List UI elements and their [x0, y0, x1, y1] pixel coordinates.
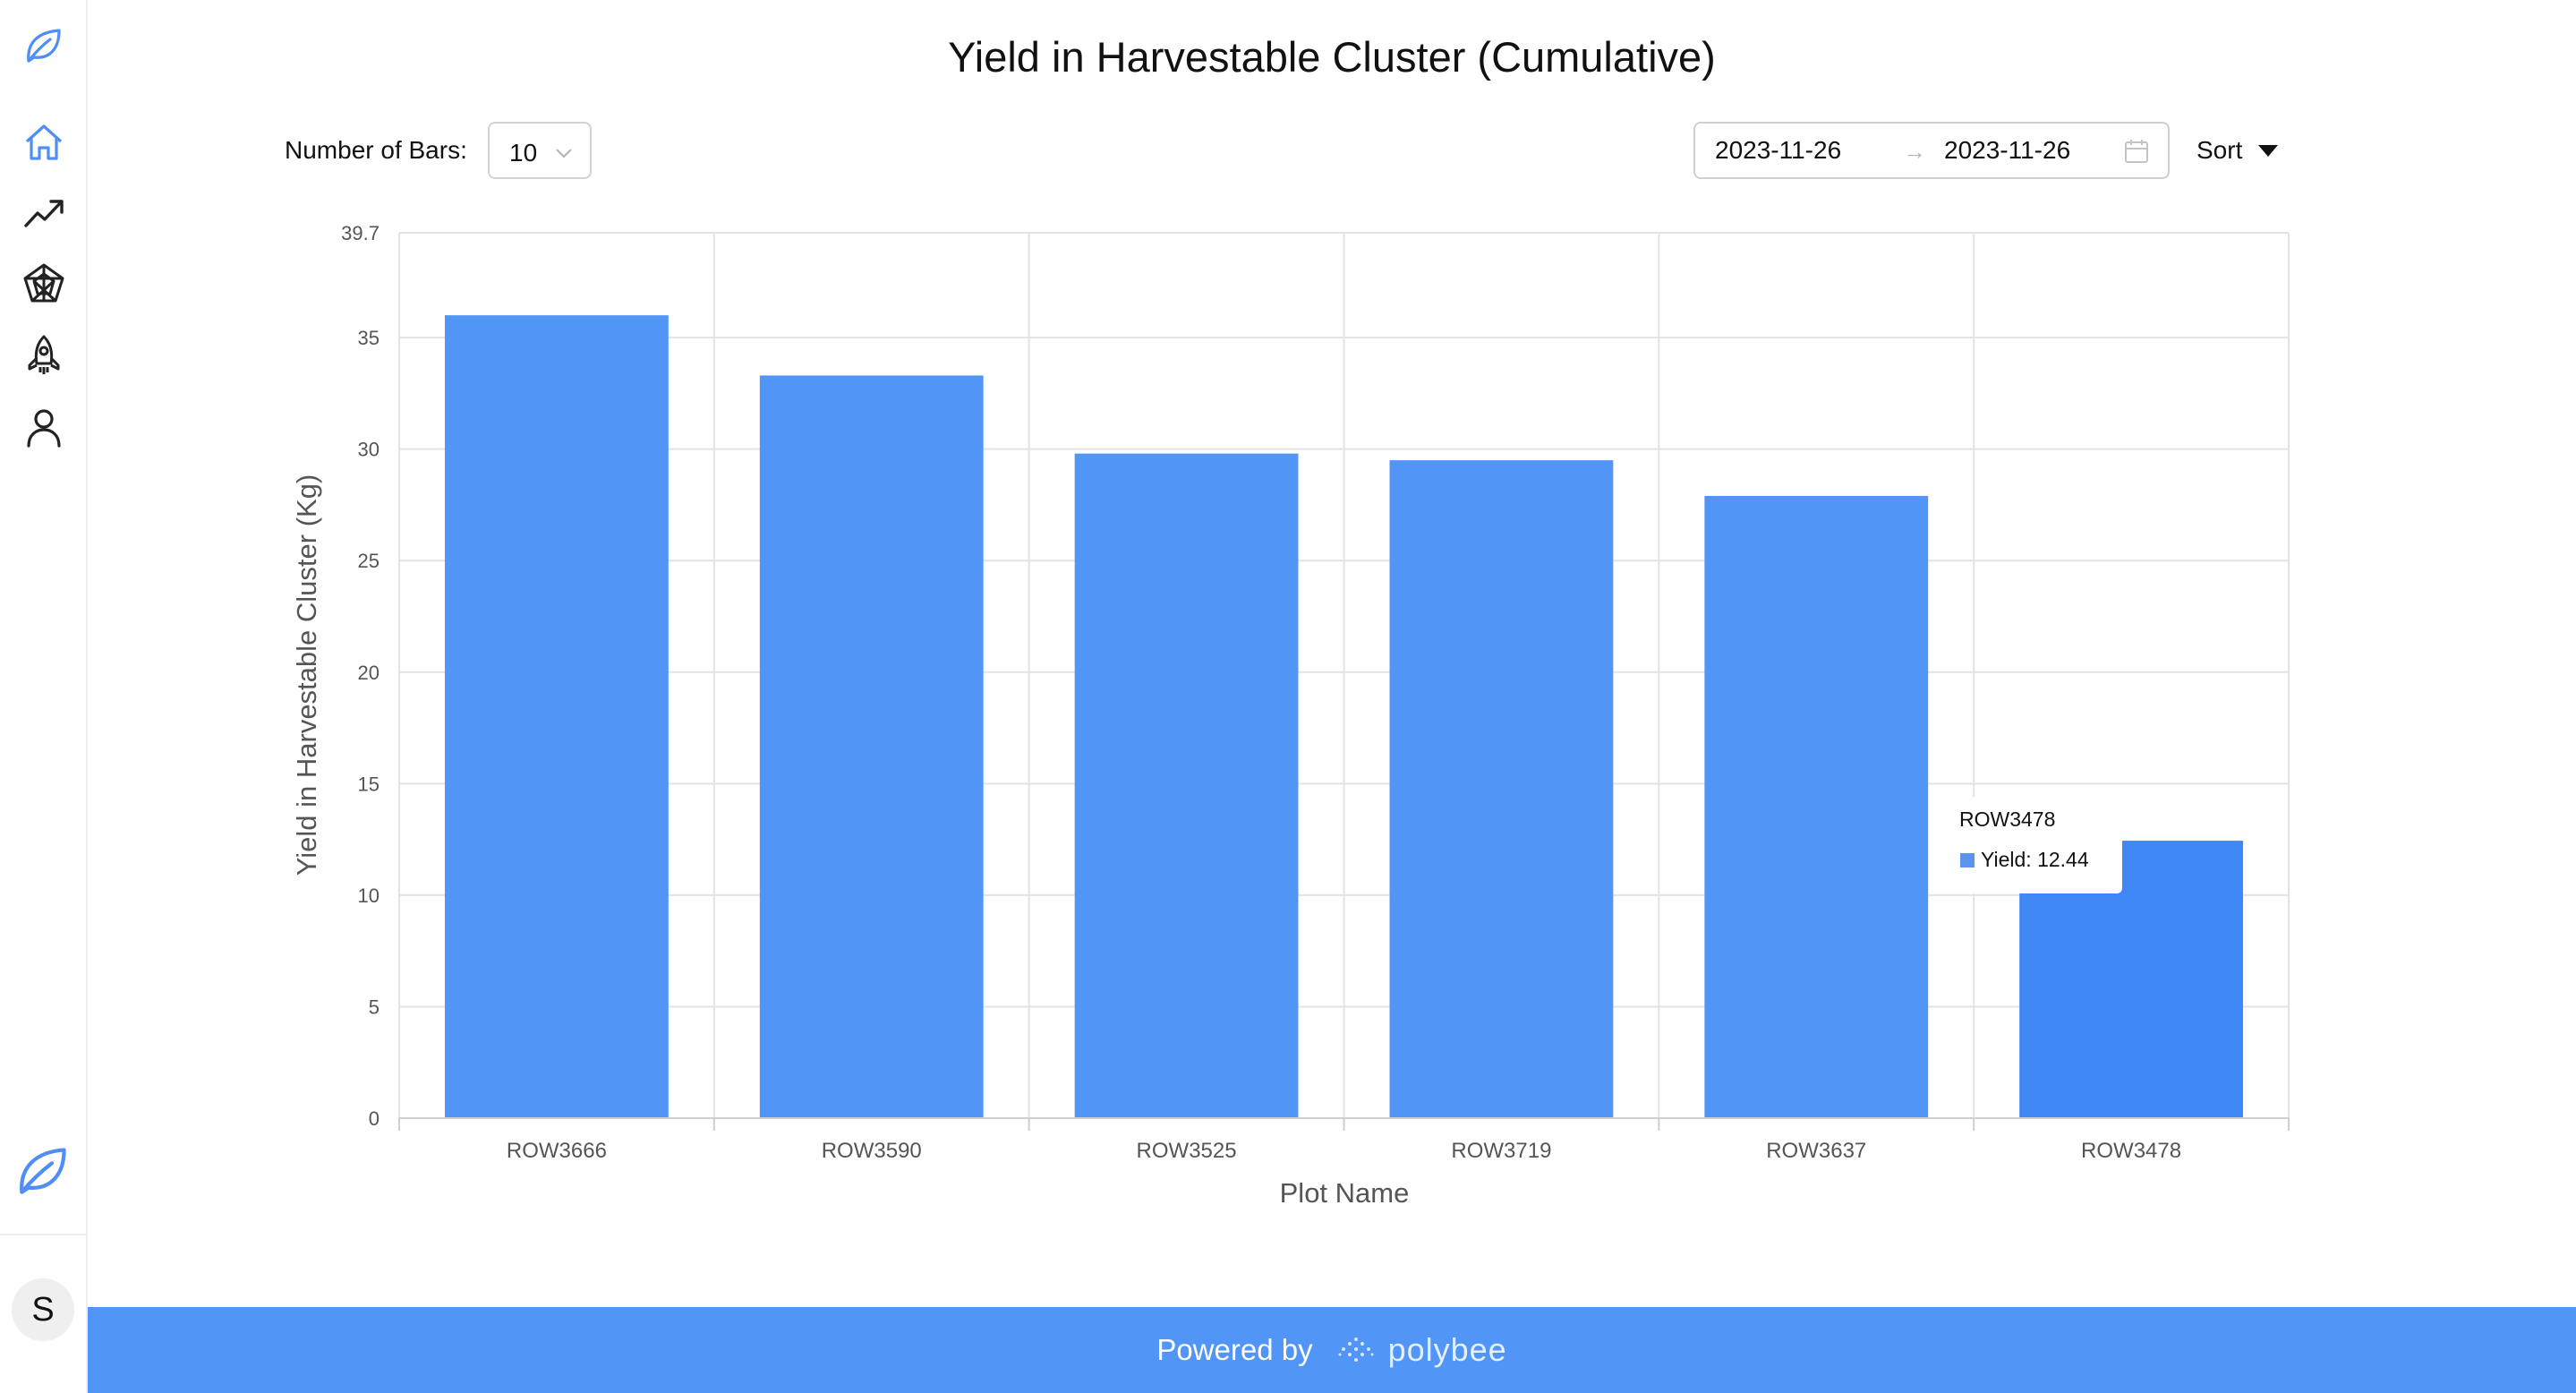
- sort-label: Sort: [2196, 136, 2243, 164]
- y-tick-label: 20: [358, 662, 380, 684]
- tooltip-row: Yield: 12.44: [1959, 848, 2108, 872]
- avatar-letter: S: [31, 1290, 55, 1329]
- sort-dropdown[interactable]: Sort: [2196, 131, 2280, 170]
- leaf-icon[interactable]: [14, 1142, 72, 1200]
- sidebar: S: [0, 0, 88, 1393]
- x-tick-label: ROW3478: [2081, 1139, 2181, 1163]
- bar-row3590[interactable]: [759, 375, 984, 1118]
- x-axis-title: Plot Name: [1280, 1177, 1410, 1209]
- x-tick-label: ROW3590: [822, 1139, 922, 1163]
- y-tick-label: 0: [369, 1107, 380, 1130]
- bar-row3637[interactable]: [1704, 495, 1929, 1118]
- y-tick-label: 15: [358, 773, 380, 795]
- x-tick-label: ROW3637: [1766, 1139, 1866, 1163]
- y-tick-label: 5: [369, 996, 380, 1018]
- x-tick-label: ROW3719: [1451, 1139, 1551, 1163]
- polybee-brand: polybee: [1387, 1331, 1507, 1368]
- sidebar-item-radar[interactable]: [20, 260, 68, 308]
- home-icon: [25, 124, 63, 160]
- powered-by-text: Powered by: [1156, 1333, 1313, 1366]
- sidebar-item-trends[interactable]: [20, 188, 68, 236]
- footer: Powered by polybee: [88, 1307, 2576, 1393]
- tooltip-title: ROW3478: [1959, 808, 2056, 831]
- number-of-bars-select[interactable]: 10: [488, 122, 592, 179]
- y-tick-label: 30: [358, 439, 380, 461]
- tooltip-value: Yield: 12.44: [1981, 848, 2089, 871]
- avatar[interactable]: S: [12, 1278, 74, 1341]
- sidebar-item-launch[interactable]: [20, 331, 68, 380]
- end-date-input[interactable]: [1944, 136, 2123, 165]
- start-date-input[interactable]: [1715, 136, 1894, 165]
- bar-chart: 0 5 10 15 20 25 30 35 39.7 ROW3666 ROW3590 ROW3525 R…: [291, 222, 2290, 1209]
- sidebar-item-home[interactable]: [20, 118, 68, 167]
- chevron-down-icon: [556, 149, 572, 158]
- y-tick-label: 10: [358, 885, 380, 907]
- y-tick-label: 25: [358, 550, 380, 572]
- polybee-logo: polybee: [1336, 1331, 1507, 1369]
- bar-row3719[interactable]: [1389, 460, 1614, 1118]
- sidebar-item-profile[interactable]: [20, 403, 68, 451]
- trending-up-icon: [24, 200, 64, 227]
- date-separator: →: [1903, 138, 1926, 165]
- bar-row3666[interactable]: [445, 315, 669, 1118]
- radar-chart-icon: [23, 263, 64, 303]
- sidebar-divider: [0, 1234, 88, 1235]
- x-tick-label: ROW3525: [1137, 1139, 1237, 1163]
- caret-down-icon: [2258, 145, 2279, 157]
- number-of-bars-value: 10: [509, 139, 538, 167]
- date-range-picker[interactable]: →: [1693, 122, 2170, 179]
- number-of-bars-label: Number of Bars:: [285, 136, 467, 164]
- rocket-icon: [28, 335, 60, 374]
- calendar-icon[interactable]: [2123, 138, 2150, 165]
- page-title: Yield in Harvestable Cluster (Cumulative…: [948, 33, 1716, 81]
- y-tick-label: 39.7: [341, 222, 380, 244]
- leaf-icon[interactable]: [20, 21, 68, 70]
- bar-row3525[interactable]: [1074, 453, 1299, 1118]
- chart-tooltip: ROW3478 Yield: 12.44: [1945, 797, 2122, 893]
- tooltip-swatch: [1959, 851, 1975, 868]
- polybee-dots-icon: [1338, 1337, 1374, 1362]
- user-icon: [27, 409, 61, 448]
- x-tick-label: ROW3666: [507, 1139, 607, 1163]
- y-tick-label: 35: [358, 327, 380, 349]
- y-axis-title: Yield in Harvestable Cluster (Kg): [291, 474, 322, 876]
